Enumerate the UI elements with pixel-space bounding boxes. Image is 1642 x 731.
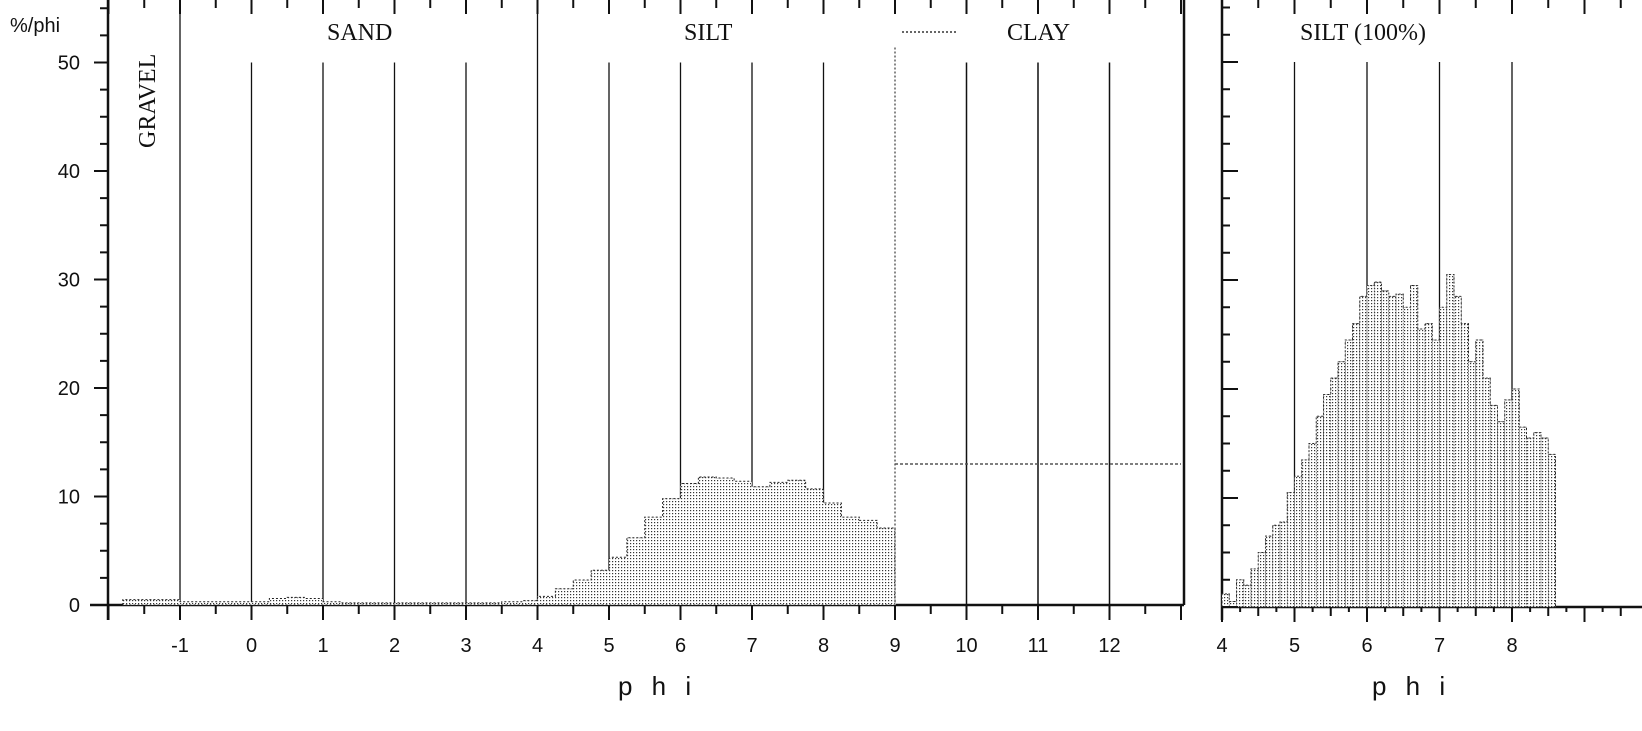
right-bar [1395, 293, 1404, 608]
zone-label-silt: SILT [684, 20, 733, 46]
right-bar [1286, 492, 1295, 608]
right-bar [1344, 339, 1353, 608]
right-xlabel: p h i [1372, 671, 1451, 701]
left-ytick-label-40: 40 [58, 161, 80, 183]
right-bar [1330, 377, 1339, 608]
right-bar [1257, 552, 1266, 608]
left-xtick-label-9: 9 [889, 635, 900, 657]
right-bar [1526, 437, 1535, 608]
right-xtick-label-4: 4 [1216, 635, 1227, 657]
right-bar [1460, 323, 1469, 608]
right-bar [1272, 524, 1281, 608]
left-ylabel: %/phi [10, 15, 60, 37]
right-bar [1547, 454, 1556, 608]
right-xtick-label-5: 5 [1289, 635, 1300, 657]
left-xtick-label-12: 12 [1098, 635, 1120, 657]
left-xtick-label-1: 1 [317, 635, 328, 657]
right-bar [1402, 306, 1411, 608]
right-bar [1337, 361, 1346, 608]
right-panel: 4 5 6 7 8 SILT (100%) p h i [1216, 0, 1642, 701]
right-xtick-label-6: 6 [1361, 635, 1372, 657]
right-bar [1468, 361, 1477, 608]
left-xtick-label-10: 10 [955, 635, 977, 657]
right-bar [1279, 521, 1288, 608]
zone-label-gravel: GRAVEL [135, 54, 161, 148]
left-xtick-label-0: 0 [246, 635, 257, 657]
right-bar [1366, 285, 1375, 608]
right-bar [1323, 394, 1332, 608]
right-bar [1475, 339, 1484, 608]
left-ytick-label-0: 0 [69, 595, 80, 617]
right-title: SILT (100%) [1300, 20, 1426, 46]
left-histogram-series [122, 476, 896, 606]
right-bar [1504, 399, 1513, 608]
right-bar [1236, 579, 1245, 608]
left-ytick-label-50: 50 [58, 53, 80, 75]
right-bar [1221, 593, 1230, 608]
zone-label-clay: CLAY [1007, 20, 1070, 46]
left-ytick-label-20: 20 [58, 378, 80, 400]
left-xtick-label-4: 4 [532, 635, 543, 657]
right-bar [1250, 568, 1259, 608]
right-bar [1511, 388, 1520, 608]
zone-label-sand: SAND [327, 20, 392, 46]
right-bar [1424, 323, 1433, 608]
left-xtick-label-8: 8 [818, 635, 829, 657]
right-xtick-label-7: 7 [1434, 635, 1445, 657]
left-xtick-label-5: 5 [603, 635, 614, 657]
right-bar [1359, 296, 1368, 608]
right-bar [1497, 421, 1506, 608]
left-xtick-label-7: 7 [746, 635, 757, 657]
right-bar [1352, 323, 1361, 608]
left-ytick-label-10: 10 [58, 487, 80, 509]
right-bar [1373, 281, 1382, 608]
right-bar [1294, 475, 1303, 608]
right-bar [1482, 377, 1491, 608]
left-xtick-label-3: 3 [460, 635, 471, 657]
left-xtick-label-11: 11 [1028, 635, 1049, 657]
right-bar [1446, 274, 1455, 608]
left-xtick-label-6: 6 [675, 635, 686, 657]
right-bar [1540, 437, 1549, 608]
right-bar [1388, 296, 1397, 608]
right-bar [1265, 535, 1274, 608]
left-xtick-label-2: 2 [389, 635, 400, 657]
left-ytick-label-30: 30 [58, 270, 80, 292]
right-bar [1439, 306, 1448, 608]
left-xlabel: p h i [618, 671, 697, 701]
right-bar [1301, 459, 1310, 608]
left-xtick-label--1: -1 [171, 635, 189, 657]
right-xtick-label-8: 8 [1506, 635, 1517, 657]
right-bar [1431, 339, 1440, 608]
